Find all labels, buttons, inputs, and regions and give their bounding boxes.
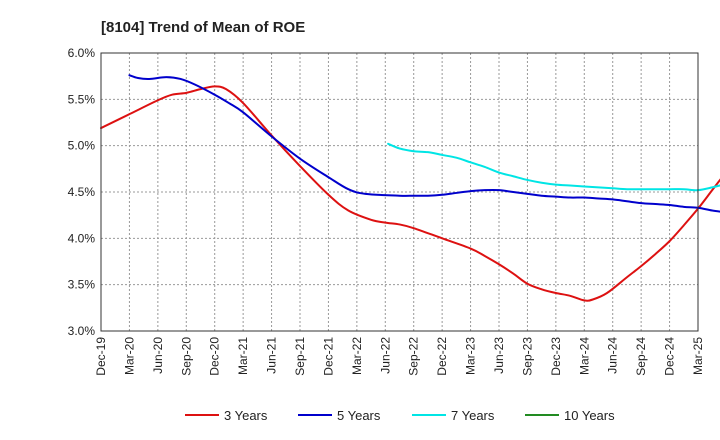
x-tick-label: Mar-23 (464, 337, 478, 375)
series-line-3-years (100, 85, 720, 302)
x-tick-label: Mar-22 (350, 337, 364, 375)
x-tick-label: Sep-24 (634, 337, 648, 376)
y-tick-label: 6.0% (68, 46, 96, 60)
x-tick-label: Mar-21 (236, 337, 250, 375)
x-tick-label: Sep-20 (179, 337, 193, 376)
y-tick-label: 5.5% (68, 92, 96, 106)
legend: 3 Years 5 Years 7 Years 10 Years (185, 408, 615, 423)
x-tick-label: Sep-23 (520, 337, 534, 376)
x-tick-label: Dec-22 (435, 337, 449, 376)
x-tick-label: Sep-22 (407, 337, 421, 376)
x-tick-label: Dec-19 (94, 337, 108, 376)
x-axis: Dec-19 Mar-20 Jun-20 Sep-20 Dec-20 Mar-21 Jun-… (94, 337, 705, 376)
x-tick-label: Sep-21 (293, 337, 307, 376)
x-tick-label: Dec-23 (549, 337, 563, 376)
chart-title: [8104] Trend of Mean of ROE (101, 19, 305, 36)
x-tick-label: Mar-25 (691, 337, 705, 375)
y-tick-label: 4.0% (68, 231, 96, 245)
x-tick-label: Jun-22 (378, 337, 392, 374)
legend-label: 10 Years (564, 408, 615, 423)
y-tick-label: 5.0% (68, 139, 96, 153)
x-tick-label: Jun-20 (151, 337, 165, 374)
x-tick-label: Mar-20 (122, 337, 136, 375)
x-tick-label: Mar-24 (577, 337, 591, 375)
y-tick-label: 3.5% (68, 278, 96, 292)
y-tick-label: 3.0% (68, 324, 96, 338)
x-tick-label: Jun-23 (492, 337, 506, 374)
x-tick-label: Dec-21 (321, 337, 335, 376)
x-tick-label: Dec-24 (663, 337, 677, 376)
x-tick-label: Jun-24 (606, 337, 620, 374)
legend-label: 3 Years (224, 408, 268, 423)
plot-frame (100, 52, 699, 332)
series-line-7-years (387, 142, 720, 192)
y-tick-label: 4.5% (68, 185, 96, 199)
legend-label: 5 Years (337, 408, 381, 423)
x-tick-label: Jun-21 (265, 337, 279, 374)
y-axis: 3.0% 3.5% 4.0% 4.5% 5.0% 5.5% 6.0% (68, 46, 96, 338)
legend-label: 7 Years (451, 408, 495, 423)
series-line-5-years (128, 74, 720, 213)
grid-layer (101, 53, 698, 331)
x-tick-label: Dec-20 (208, 337, 222, 376)
series-layer (100, 74, 720, 302)
